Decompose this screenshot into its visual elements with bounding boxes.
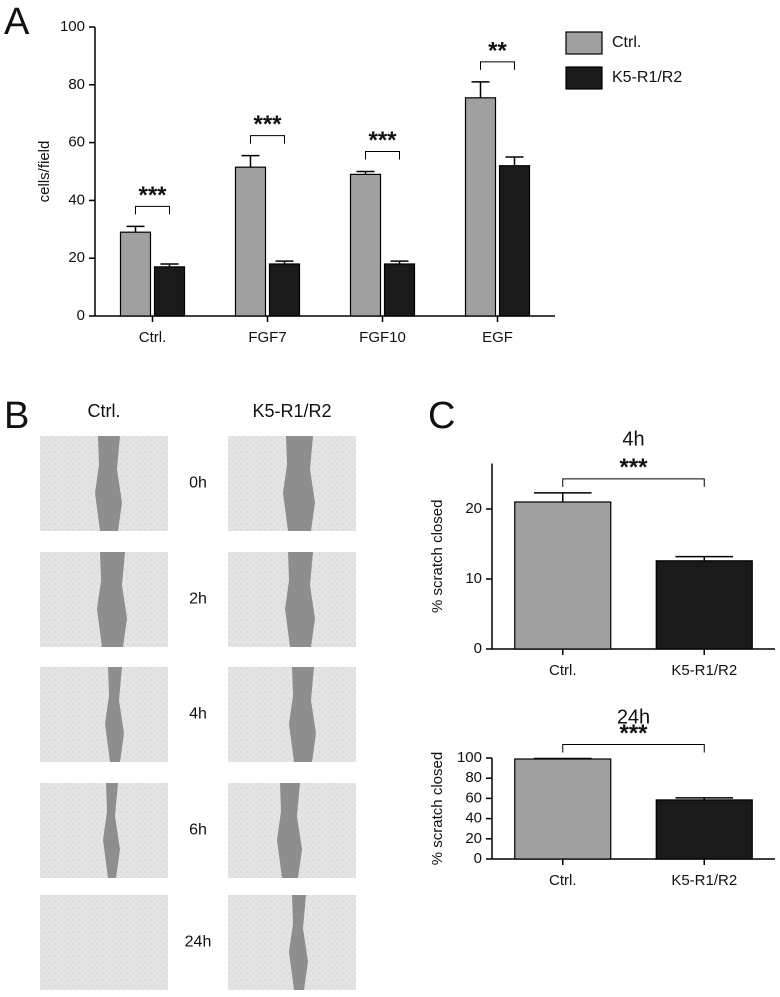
bar — [514, 758, 612, 860]
y-tick-label: 20 — [465, 500, 482, 517]
bar — [234, 166, 267, 317]
scratch-gap — [97, 552, 127, 647]
y-tick-label: 100 — [60, 18, 85, 35]
significance-label: *** — [619, 720, 648, 747]
y-tick-label: 20 — [465, 830, 482, 847]
x-tick-label: FGF10 — [359, 329, 406, 346]
y-tick-label: 40 — [465, 810, 482, 827]
x-tick-label: K5-R1/R2 — [671, 662, 737, 679]
panel-label: C — [428, 395, 455, 437]
legend-swatch — [565, 66, 603, 90]
x-tick-label: K5-R1/R2 — [671, 872, 737, 889]
micrograph — [40, 667, 168, 762]
time-label: 0h — [189, 475, 207, 492]
y-axis-label: % scratch closed — [429, 500, 446, 613]
significance-bracket — [562, 744, 705, 753]
bar — [655, 560, 753, 650]
y-axis-label: % scratch closed — [429, 752, 446, 865]
bar — [498, 165, 531, 317]
significance-bracket — [480, 61, 515, 70]
significance-bracket — [365, 151, 400, 160]
panel-label: B — [4, 395, 29, 437]
scratch-gap — [103, 783, 120, 878]
bar — [349, 173, 382, 317]
significance-bracket — [250, 135, 285, 144]
scratch-gap — [105, 667, 124, 762]
y-tick-label: 80 — [465, 769, 482, 786]
column-label: K5-R1/R2 — [252, 401, 331, 421]
y-tick-label: 40 — [68, 191, 85, 208]
chart-title: 24h — [617, 706, 650, 728]
legend-label: Ctrl. — [612, 34, 641, 51]
bar — [268, 263, 301, 317]
bar — [464, 97, 497, 317]
y-tick-label: 10 — [465, 570, 482, 587]
x-tick-label: Ctrl. — [549, 662, 577, 679]
bar — [383, 263, 416, 317]
significance-bracket — [135, 205, 170, 215]
micrograph — [40, 783, 168, 878]
bar — [514, 501, 612, 650]
micrograph — [40, 895, 168, 990]
scratch-gap — [277, 783, 302, 878]
column-label: Ctrl. — [88, 401, 121, 421]
time-label: 2h — [189, 591, 207, 608]
y-tick-label: 0 — [77, 307, 85, 324]
time-label: 6h — [189, 822, 207, 839]
panel-label: A — [4, 1, 30, 43]
significance-label: *** — [138, 182, 167, 209]
bar — [119, 231, 152, 317]
scratch-gap — [283, 436, 315, 531]
significance-bracket — [562, 478, 705, 487]
legend-swatch — [565, 31, 603, 55]
y-tick-label: 20 — [68, 249, 85, 266]
scratch-gap — [285, 552, 315, 647]
y-tick-label: 80 — [68, 76, 85, 93]
chart-title: 4h — [622, 428, 644, 450]
scratch-gap — [95, 436, 122, 531]
legend-label: K5-R1/R2 — [612, 69, 682, 86]
y-axis-label: cells/field — [36, 141, 53, 203]
significance-label: *** — [253, 111, 282, 138]
y-tick-label: 60 — [68, 134, 85, 151]
y-tick-label: 0 — [474, 850, 482, 867]
significance-label: *** — [368, 127, 397, 154]
scratch-gap — [289, 667, 316, 762]
time-label: 4h — [189, 706, 207, 723]
bar — [655, 799, 753, 860]
x-tick-label: EGF — [482, 329, 513, 346]
x-tick-label: Ctrl. — [139, 329, 167, 346]
time-label: 24h — [185, 934, 212, 951]
scratch-gap — [289, 895, 308, 990]
y-tick-label: 100 — [457, 749, 482, 766]
x-tick-label: Ctrl. — [549, 872, 577, 889]
bar — [153, 266, 186, 317]
y-tick-label: 60 — [465, 789, 482, 806]
significance-label: *** — [619, 454, 648, 481]
y-tick-label: 0 — [474, 640, 482, 657]
significance-label: ** — [488, 37, 507, 64]
x-tick-label: FGF7 — [248, 329, 286, 346]
